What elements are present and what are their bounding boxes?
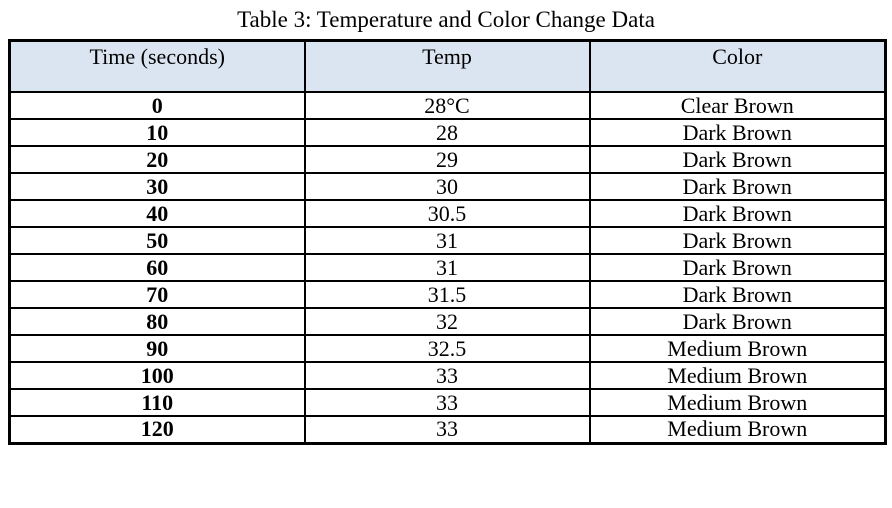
temp-cell: 31.5 [303, 280, 591, 310]
time-cell: 30 [8, 172, 306, 202]
time-cell: 20 [8, 145, 306, 175]
color-cell: Dark Brown [588, 172, 887, 202]
temp-cell: 33 [303, 361, 591, 391]
table-row: 120 33 Medium Brown [8, 415, 887, 445]
temp-cell: 32.5 [303, 334, 591, 364]
temp-cell: 33 [303, 415, 591, 445]
temp-cell: 30.5 [303, 199, 591, 229]
table-caption: Table 3: Temperature and Color Change Da… [237, 7, 655, 32]
temp-cell: 29 [303, 145, 591, 175]
time-cell: 10 [8, 118, 306, 148]
table-row: 40 30.5 Dark Brown [8, 199, 887, 229]
color-cell: Dark Brown [588, 253, 887, 283]
color-cell: Dark Brown [588, 118, 887, 148]
color-cell: Dark Brown [588, 226, 887, 256]
table-row: 90 32.5 Medium Brown [8, 334, 887, 364]
time-cell: 110 [8, 388, 306, 418]
color-cell: Clear Brown [588, 91, 887, 121]
time-cell: 40 [8, 199, 306, 229]
table-body: 0 28°C Clear Brown 10 28 Dark Brown 20 2… [8, 91, 887, 445]
color-cell: Dark Brown [588, 145, 887, 175]
table-row: 110 33 Medium Brown [8, 388, 887, 418]
temp-cell: 31 [303, 226, 591, 256]
color-cell: Dark Brown [588, 199, 887, 229]
table-row: 60 31 Dark Brown [8, 253, 887, 283]
table-row: 0 28°C Clear Brown [8, 91, 887, 121]
time-cell: 60 [8, 253, 306, 283]
time-cell: 90 [8, 334, 306, 364]
table-row: 10 28 Dark Brown [8, 118, 887, 148]
table-row: 30 30 Dark Brown [8, 172, 887, 202]
color-cell: Dark Brown [588, 307, 887, 337]
time-cell: 80 [8, 307, 306, 337]
column-header-time: Time (seconds) [8, 39, 306, 94]
time-cell: 50 [8, 226, 306, 256]
table-row: 20 29 Dark Brown [8, 145, 887, 175]
color-cell: Medium Brown [588, 334, 887, 364]
data-table: Time (seconds) Temp Color 0 28°C Clear B… [8, 38, 887, 445]
time-cell: 70 [8, 280, 306, 310]
color-cell: Dark Brown [588, 280, 887, 310]
temp-cell: 28°C [303, 91, 591, 121]
temp-cell: 33 [303, 388, 591, 418]
time-cell: 120 [8, 415, 306, 445]
column-header-temp: Temp [303, 39, 591, 94]
time-cell: 0 [8, 91, 306, 121]
temp-cell: 32 [303, 307, 591, 337]
temp-cell: 28 [303, 118, 591, 148]
table-row: 100 33 Medium Brown [8, 361, 887, 391]
temp-cell: 31 [303, 253, 591, 283]
table-header: Time (seconds) Temp Color [8, 39, 887, 94]
table-row: 80 32 Dark Brown [8, 307, 887, 337]
time-cell: 100 [8, 361, 306, 391]
color-cell: Medium Brown [588, 415, 887, 445]
table-row: 70 31.5 Dark Brown [8, 280, 887, 310]
temp-cell: 30 [303, 172, 591, 202]
header-row: Time (seconds) Temp Color [8, 39, 887, 94]
table-row: 50 31 Dark Brown [8, 226, 887, 256]
color-cell: Medium Brown [588, 388, 887, 418]
column-header-color: Color [588, 39, 887, 94]
color-cell: Medium Brown [588, 361, 887, 391]
